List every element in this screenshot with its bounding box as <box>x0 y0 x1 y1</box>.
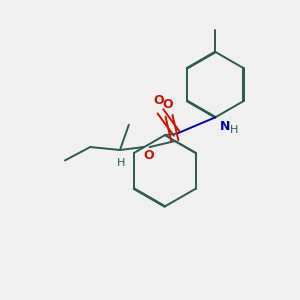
Text: H: H <box>230 125 238 135</box>
Text: H: H <box>117 158 126 168</box>
Text: O: O <box>143 148 154 161</box>
Text: O: O <box>154 94 164 107</box>
Text: N: N <box>220 120 230 133</box>
Text: O: O <box>162 98 173 111</box>
